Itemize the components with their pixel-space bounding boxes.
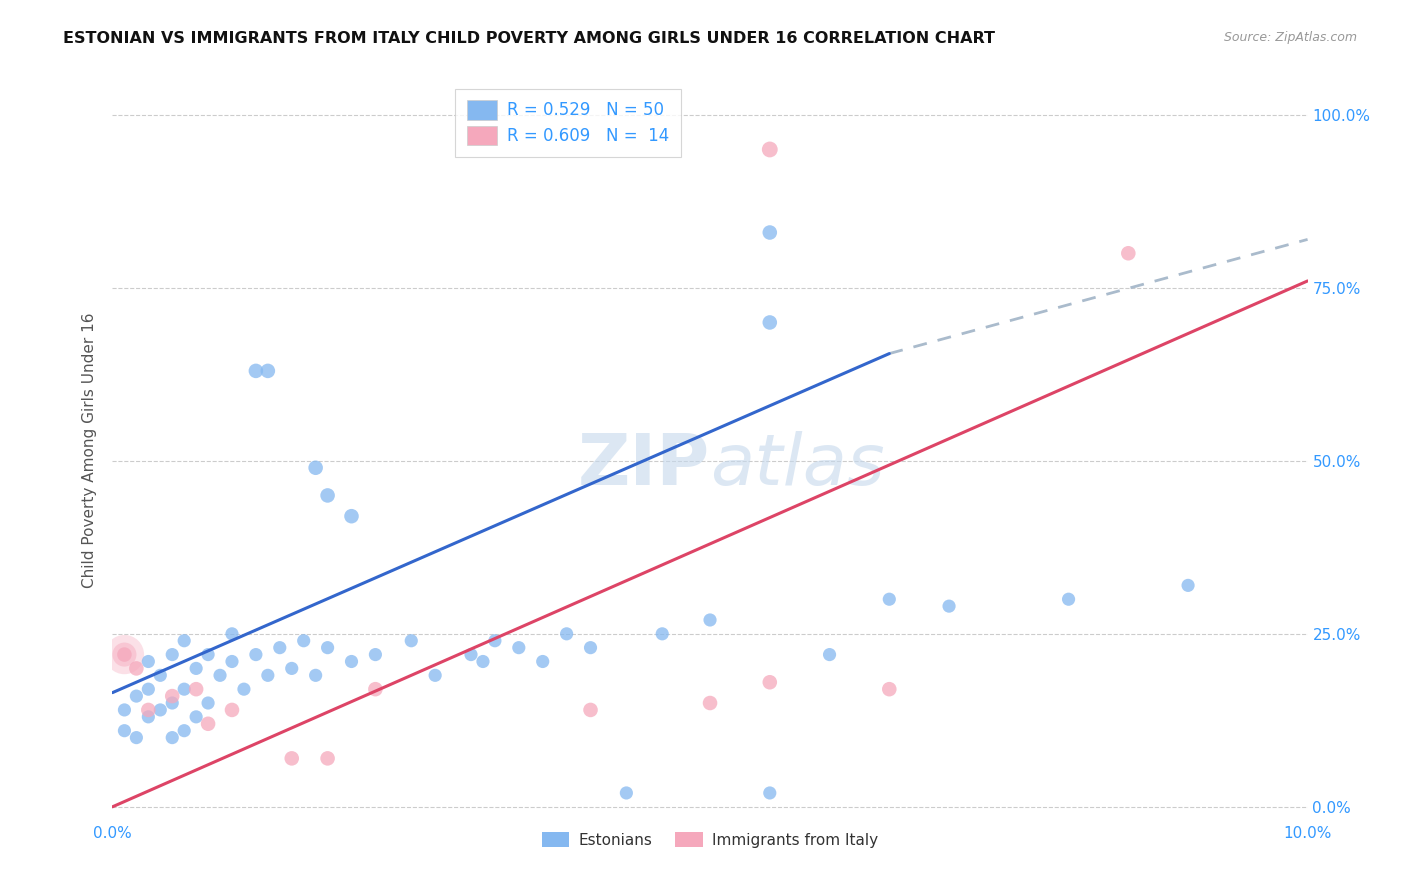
Point <box>759 226 782 240</box>
Point <box>281 751 304 765</box>
Point <box>125 689 148 703</box>
Point <box>125 731 148 745</box>
Point <box>579 640 602 655</box>
Point <box>162 689 183 703</box>
Point <box>257 364 280 378</box>
Text: ZIP: ZIP <box>578 431 710 500</box>
Text: ESTONIAN VS IMMIGRANTS FROM ITALY CHILD POVERTY AMONG GIRLS UNDER 16 CORRELATION: ESTONIAN VS IMMIGRANTS FROM ITALY CHILD … <box>63 31 995 46</box>
Point <box>186 710 208 724</box>
Point <box>149 703 172 717</box>
Point <box>472 655 495 669</box>
Point <box>818 648 841 662</box>
Point <box>114 648 135 662</box>
Legend: Estonians, Immigrants from Italy: Estonians, Immigrants from Italy <box>536 825 884 854</box>
Point <box>555 627 578 641</box>
Point <box>460 648 482 662</box>
Point <box>138 710 160 724</box>
Point <box>340 655 363 669</box>
Point <box>364 682 387 697</box>
Point <box>484 633 506 648</box>
Point <box>245 364 267 378</box>
Point <box>305 460 328 475</box>
Point <box>1057 592 1080 607</box>
Point <box>938 599 960 614</box>
Point <box>281 661 304 675</box>
Point <box>162 731 183 745</box>
Point <box>114 648 135 662</box>
Point <box>340 509 363 524</box>
Point <box>221 627 243 641</box>
Point <box>305 668 328 682</box>
Point <box>292 633 315 648</box>
Point <box>759 675 782 690</box>
Point <box>233 682 256 697</box>
Point <box>149 668 172 682</box>
Point <box>651 627 673 641</box>
Point <box>616 786 638 800</box>
Point <box>1118 246 1140 260</box>
Point <box>138 655 160 669</box>
Point <box>699 696 721 710</box>
Text: atlas: atlas <box>710 431 884 500</box>
Point <box>364 648 387 662</box>
Point <box>316 640 339 655</box>
Point <box>508 640 530 655</box>
Point <box>138 682 160 697</box>
Point <box>173 633 195 648</box>
Point <box>221 655 243 669</box>
Point <box>186 661 208 675</box>
Point <box>425 668 447 682</box>
Point <box>579 703 602 717</box>
Point <box>186 682 208 697</box>
Point <box>114 723 135 738</box>
Point <box>173 723 195 738</box>
Point <box>759 315 782 329</box>
Point <box>245 648 267 662</box>
Text: Source: ZipAtlas.com: Source: ZipAtlas.com <box>1223 31 1357 45</box>
Point <box>879 592 901 607</box>
Point <box>197 648 219 662</box>
Point <box>114 648 135 662</box>
Point <box>401 633 423 648</box>
Point <box>759 143 782 157</box>
Point <box>1177 578 1199 592</box>
Point <box>114 703 135 717</box>
Point <box>257 668 280 682</box>
Point <box>209 668 232 682</box>
Point <box>162 648 183 662</box>
Point <box>138 703 160 717</box>
Point <box>759 786 782 800</box>
Point <box>162 696 183 710</box>
Point <box>197 696 219 710</box>
Point <box>316 488 339 502</box>
Point <box>699 613 721 627</box>
Y-axis label: Child Poverty Among Girls Under 16: Child Poverty Among Girls Under 16 <box>82 313 97 588</box>
Point <box>531 655 554 669</box>
Point <box>173 682 195 697</box>
Point <box>316 751 339 765</box>
Point <box>269 640 291 655</box>
Point <box>197 716 219 731</box>
Point <box>125 661 148 675</box>
Point <box>879 682 901 697</box>
Point <box>221 703 243 717</box>
